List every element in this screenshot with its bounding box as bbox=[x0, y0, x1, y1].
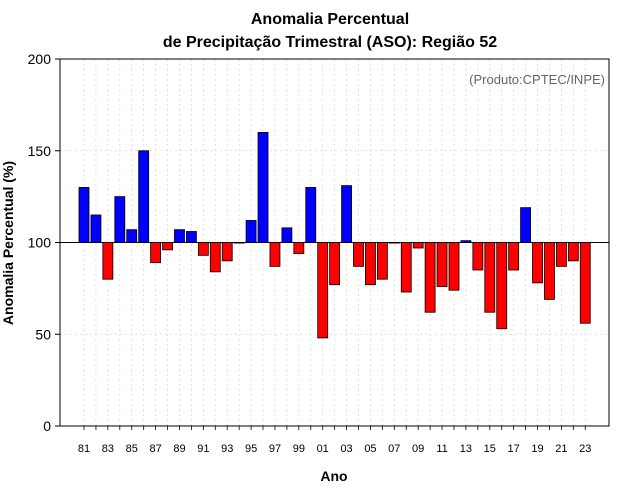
bar-83 bbox=[102, 242, 114, 280]
x-tick-label: 15 bbox=[484, 443, 496, 455]
bar-96 bbox=[257, 131, 269, 243]
chart-title-line1: Anomalia Percentual bbox=[251, 11, 409, 28]
y-tick-label: 150 bbox=[28, 143, 52, 159]
bar-00 bbox=[305, 187, 317, 243]
y-axis: 0 50 100 150 200 bbox=[28, 51, 60, 434]
x-tick-label: 05 bbox=[364, 443, 376, 455]
x-tick-label: 87 bbox=[149, 443, 161, 455]
y-tick-label: 0 bbox=[43, 418, 51, 434]
bar-02 bbox=[329, 242, 341, 286]
bar-09 bbox=[412, 242, 424, 249]
x-tick-label: 99 bbox=[293, 443, 305, 455]
bar-82 bbox=[90, 214, 102, 243]
bar-93 bbox=[221, 242, 233, 262]
bar-14 bbox=[472, 242, 484, 271]
x-tick-label: 21 bbox=[555, 443, 567, 455]
bar-95 bbox=[245, 220, 257, 243]
x-tick-label: 97 bbox=[269, 443, 281, 455]
bar-90 bbox=[186, 231, 197, 243]
bar-15 bbox=[484, 242, 496, 313]
bar-97 bbox=[269, 242, 281, 267]
x-tick-label: 95 bbox=[245, 443, 257, 455]
x-tick-label: 81 bbox=[78, 443, 90, 455]
bar-92 bbox=[209, 242, 221, 273]
bar-06 bbox=[376, 242, 388, 280]
bar-23 bbox=[579, 242, 591, 324]
bars-layer bbox=[78, 131, 591, 339]
credit-text: (Produto:CPTEC/INPE) bbox=[469, 72, 605, 87]
bar-10 bbox=[424, 242, 436, 313]
bar-99 bbox=[293, 242, 305, 254]
bar-86 bbox=[138, 150, 150, 243]
bar-20 bbox=[544, 242, 555, 300]
bar-81 bbox=[78, 187, 90, 243]
bar-12 bbox=[448, 242, 460, 291]
bar-84 bbox=[114, 196, 126, 243]
x-tick-label: 83 bbox=[102, 443, 114, 455]
y-axis-title: Anomalia Percentual (%) bbox=[0, 161, 16, 325]
x-tick-label: 91 bbox=[197, 443, 209, 455]
x-tick-label: 93 bbox=[221, 443, 233, 455]
bar-18 bbox=[520, 207, 531, 243]
bar-11 bbox=[436, 242, 448, 287]
bar-85 bbox=[126, 229, 138, 243]
bar-01 bbox=[317, 242, 329, 339]
bar-19 bbox=[532, 242, 543, 284]
x-tick-label: 23 bbox=[579, 443, 591, 455]
bar-05 bbox=[365, 242, 376, 286]
y-tick-label: 200 bbox=[28, 51, 52, 67]
bar-17 bbox=[508, 242, 520, 271]
bar-21 bbox=[556, 242, 567, 267]
y-tick-label: 100 bbox=[28, 235, 52, 251]
x-tick-label: 01 bbox=[317, 443, 329, 455]
x-axis-title: Ano bbox=[320, 468, 347, 484]
bar-16 bbox=[496, 242, 508, 330]
x-tick-label: 09 bbox=[412, 443, 424, 455]
x-tick-label: 85 bbox=[126, 443, 138, 455]
y-tick-label: 50 bbox=[35, 326, 51, 342]
bar-08 bbox=[400, 242, 412, 293]
bar-98 bbox=[281, 227, 293, 243]
x-tick-label: 89 bbox=[173, 443, 185, 455]
x-tick-label: 07 bbox=[388, 443, 400, 455]
x-tick-label: 19 bbox=[531, 443, 543, 455]
bar-89 bbox=[174, 229, 185, 243]
x-tick-label: 17 bbox=[508, 443, 520, 455]
x-tick-label: 03 bbox=[340, 443, 352, 455]
bar-04 bbox=[353, 242, 364, 267]
bar-22 bbox=[567, 242, 579, 262]
bar-87 bbox=[150, 242, 162, 264]
bar-91 bbox=[197, 242, 209, 256]
bar-03 bbox=[341, 185, 352, 243]
x-tick-label: 13 bbox=[460, 443, 472, 455]
x-tick-label: 11 bbox=[436, 443, 447, 455]
bar-88 bbox=[162, 242, 173, 251]
chart-title-line2: de Precipitação Trimestral (ASO): Região… bbox=[163, 34, 497, 51]
x-axis: 81 83 85 87 89 91 93 95 97 99 01 03 05 07 09 11 13 15 17 19… bbox=[78, 426, 591, 455]
